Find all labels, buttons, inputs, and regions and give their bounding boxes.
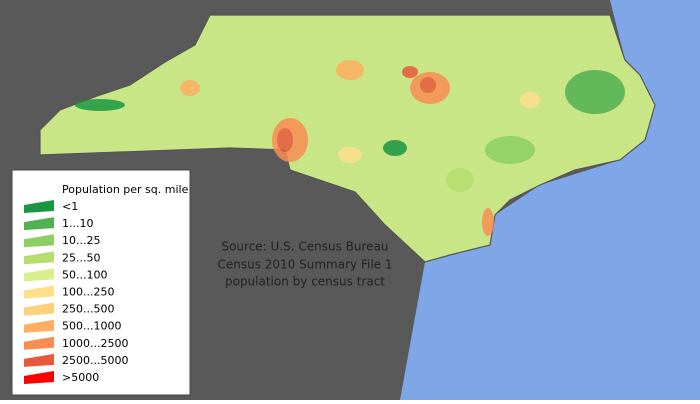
legend-swatch <box>24 268 54 282</box>
density-areas <box>75 60 625 236</box>
legend-label: 250...500 <box>62 303 114 316</box>
source-text: Source: U.S. Census Bureau <box>221 240 388 254</box>
ocean <box>400 0 700 400</box>
legend-title: Population per sq. mile <box>62 183 189 196</box>
legend-label: 2500...5000 <box>62 354 128 367</box>
legend-label: 1000...2500 <box>62 337 128 350</box>
legend-swatch <box>24 234 54 248</box>
legend-label: >5000 <box>62 371 99 384</box>
legend-swatch <box>24 285 54 299</box>
legend-label: 10...25 <box>62 234 100 247</box>
legend-swatch <box>24 371 54 384</box>
legend-label: 50...100 <box>62 268 107 281</box>
legend-swatch <box>24 200 54 213</box>
legend-swatch <box>24 217 54 231</box>
legend: Population per sq. mile <1 1...10 10...25 2… <box>11 169 191 396</box>
legend-label: 500...1000 <box>62 320 121 333</box>
legend-label: <1 <box>62 200 78 213</box>
state-shape <box>39 14 656 263</box>
legend-label: 100...250 <box>62 286 114 299</box>
legend-label: 1...10 <box>62 217 94 230</box>
legend-swatch <box>24 353 54 367</box>
legend-swatch <box>24 251 54 265</box>
source-text: population by census tract <box>225 275 385 289</box>
legend-swatch <box>24 336 54 350</box>
source-text: Census 2010 Summary File 1 <box>218 258 393 272</box>
legend-label: 25...50 <box>62 251 100 264</box>
legend-swatch <box>24 319 54 333</box>
legend-swatch <box>24 302 54 316</box>
